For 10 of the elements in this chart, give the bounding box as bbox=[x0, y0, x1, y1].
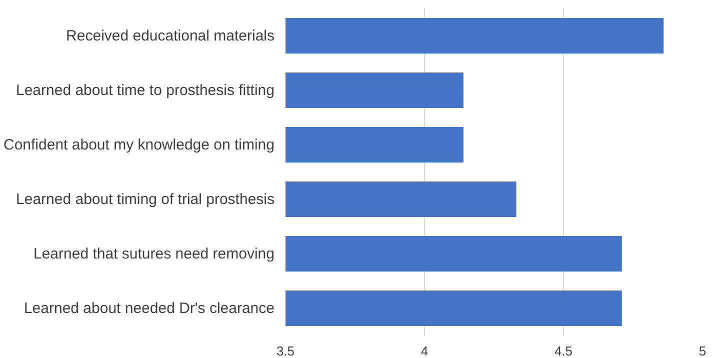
y-tick-label: Learned about timing of trial prosthesis bbox=[16, 190, 275, 208]
x-tick-label: 4.5 bbox=[554, 344, 573, 358]
x-tick-label: 4 bbox=[420, 344, 428, 358]
x-tick-label: 5 bbox=[698, 344, 706, 358]
y-tick-label: Confident about my knowledge on timing bbox=[4, 136, 275, 154]
y-tick-label: Learned about time to prosthesis fitting bbox=[16, 82, 275, 99]
y-tick-label: Learned that sutures need removing bbox=[34, 245, 275, 262]
x-tick-label: 3.5 bbox=[276, 344, 295, 358]
y-tick-label: Learned about needed Dr's clearance bbox=[24, 300, 275, 317]
y-tick-label: Received educational materials bbox=[66, 27, 275, 44]
